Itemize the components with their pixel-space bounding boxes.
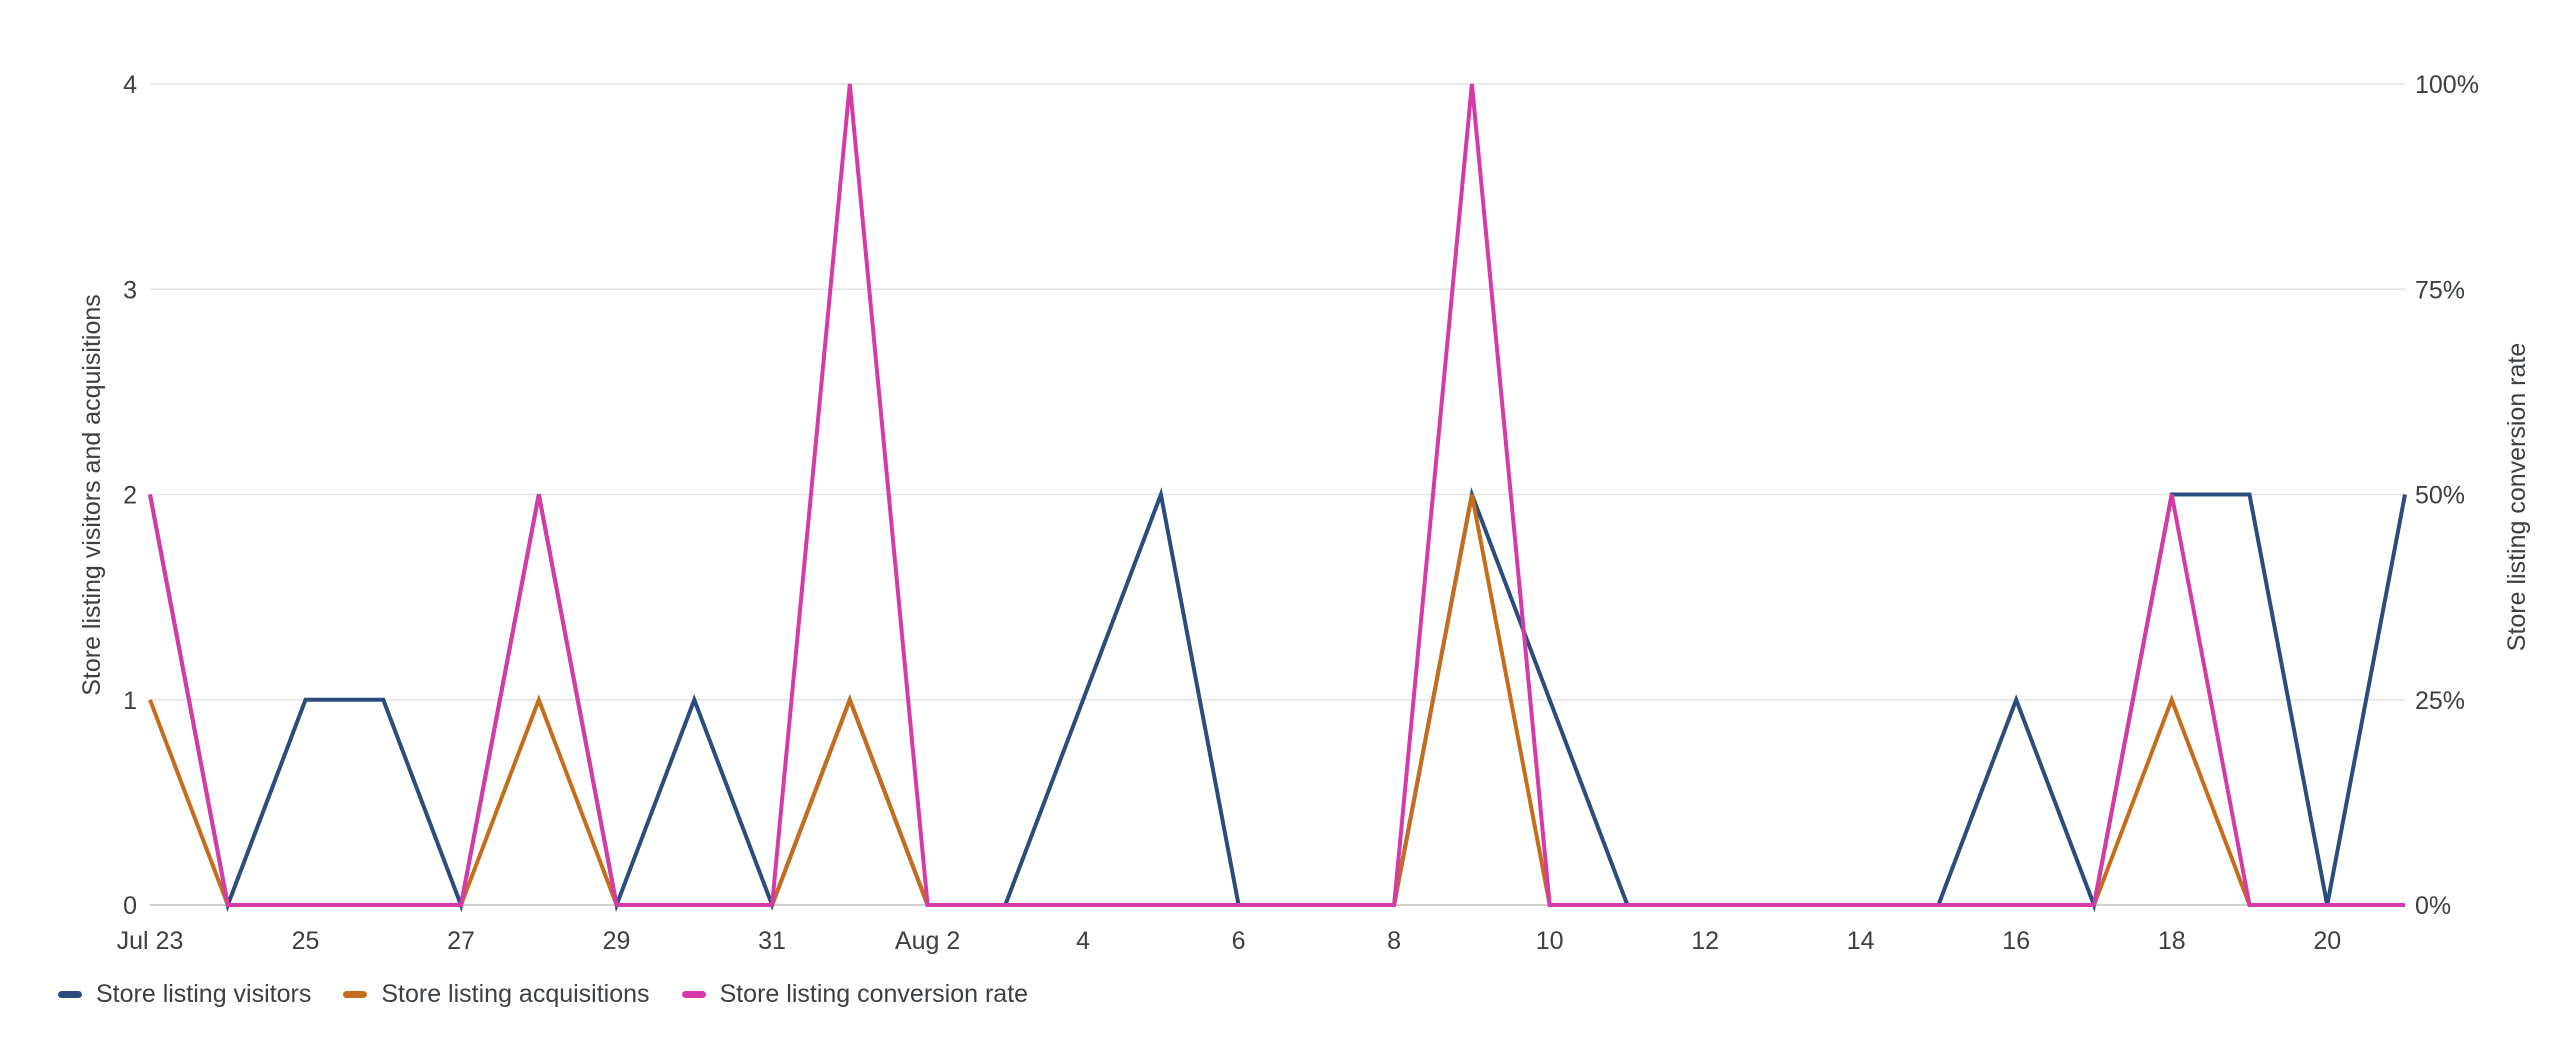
legend-label: Store listing conversion rate: [719, 980, 1029, 1008]
gridlines: [150, 83, 2405, 701]
legend-item: Store listing conversion rate: [681, 980, 1029, 1009]
series-line-2: [148, 83, 2405, 907]
series-lines: [148, 83, 2407, 913]
x-tick-label: 10: [1536, 927, 1564, 955]
legend-swatch: [58, 991, 82, 998]
x-tick-label: 8: [1387, 927, 1401, 955]
y-tick-label: 4: [123, 71, 137, 99]
legend-item: Store listing acquisitions: [343, 980, 650, 1009]
y-tick-label: 2: [123, 482, 137, 510]
y2-tick-label: 100%: [2415, 71, 2479, 99]
x-tick-label: 20: [2313, 927, 2341, 955]
x-tick-label: 6: [1232, 927, 1246, 955]
x-tick-label: 14: [1847, 927, 1875, 955]
y-tick-label: 3: [123, 276, 137, 304]
x-tick-label: 27: [447, 927, 475, 955]
y-tick-label: 0: [123, 892, 137, 920]
y-tick-label: 1: [123, 687, 137, 715]
y2-tick-label: 50%: [2415, 482, 2465, 510]
axes: 0 0% 1 25% 2 50% 3 75% 4 100% Jul 23 25 27 29 31 Aug 2 4…: [117, 71, 2479, 955]
x-tick-label: 31: [758, 927, 786, 955]
x-tick-label: 12: [1691, 927, 1719, 955]
x-tick-label: 4: [1076, 927, 1090, 955]
y-axis-title: Store listing visitors and acquisitions: [78, 294, 106, 696]
legend-label: Store listing visitors: [96, 980, 312, 1008]
x-tick-label: Aug 2: [895, 927, 960, 955]
legend: Store listing visitors Store listing acqu…: [58, 980, 1028, 1009]
y2-tick-label: 75%: [2415, 276, 2465, 304]
x-tick-label: Jul 23: [117, 927, 184, 955]
legend-label: Store listing acquisitions: [381, 980, 650, 1008]
legend-swatch: [681, 991, 706, 998]
x-tick-label: 18: [2158, 927, 2186, 955]
x-tick-label: 25: [292, 927, 320, 955]
y2-tick-label: 25%: [2415, 687, 2465, 715]
y2-tick-label: 0%: [2415, 892, 2451, 920]
y2-axis-title: Store listing conversion rate: [2503, 343, 2531, 651]
x-tick-label: 16: [2002, 927, 2030, 955]
x-tick-label: 29: [603, 927, 631, 955]
legend-item: Store listing visitors: [58, 980, 311, 1009]
legend-swatch: [343, 991, 368, 998]
